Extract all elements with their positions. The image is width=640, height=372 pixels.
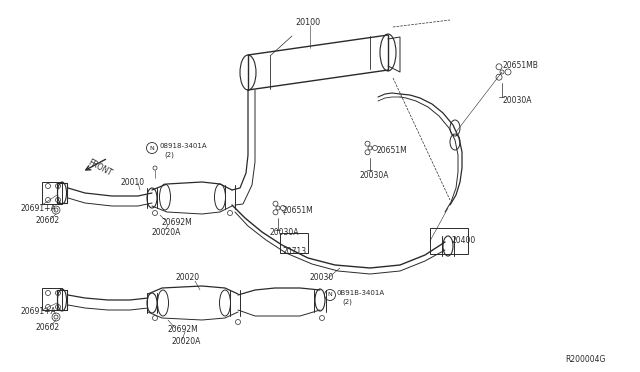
Text: 20020A: 20020A bbox=[152, 228, 181, 237]
Text: 20020: 20020 bbox=[175, 273, 199, 282]
Text: 20713: 20713 bbox=[283, 247, 307, 257]
Text: 20651M: 20651M bbox=[283, 205, 314, 215]
Bar bbox=[430, 228, 468, 254]
Text: 20400: 20400 bbox=[452, 235, 476, 244]
Text: 20030A: 20030A bbox=[503, 96, 532, 105]
Text: 20692M: 20692M bbox=[162, 218, 193, 227]
Text: 20030A: 20030A bbox=[270, 228, 300, 237]
Text: N: N bbox=[150, 145, 154, 151]
Text: (2): (2) bbox=[342, 299, 352, 305]
Text: (2): (2) bbox=[164, 152, 174, 158]
Text: 20602: 20602 bbox=[35, 324, 59, 333]
Text: 08918-3401A: 08918-3401A bbox=[159, 143, 207, 149]
Text: 20691+A: 20691+A bbox=[20, 203, 56, 212]
Bar bbox=[280, 233, 308, 253]
Text: N: N bbox=[328, 292, 332, 298]
Text: 20030: 20030 bbox=[310, 273, 334, 282]
Bar bbox=[42, 288, 62, 310]
Bar bbox=[42, 182, 62, 204]
Text: R200004G: R200004G bbox=[565, 356, 605, 365]
Text: 20651M: 20651M bbox=[377, 145, 408, 154]
Text: 20010: 20010 bbox=[120, 177, 144, 186]
Text: 20030A: 20030A bbox=[360, 170, 390, 180]
Text: 0B91B-3401A: 0B91B-3401A bbox=[337, 290, 385, 296]
Text: 20691+A: 20691+A bbox=[20, 308, 56, 317]
Text: FRONT: FRONT bbox=[86, 158, 113, 178]
Text: 20692M: 20692M bbox=[168, 326, 199, 334]
Text: 20651MB: 20651MB bbox=[503, 61, 539, 70]
Text: 20020A: 20020A bbox=[172, 337, 202, 346]
Text: 20602: 20602 bbox=[35, 215, 59, 224]
Text: 20100: 20100 bbox=[295, 17, 320, 26]
